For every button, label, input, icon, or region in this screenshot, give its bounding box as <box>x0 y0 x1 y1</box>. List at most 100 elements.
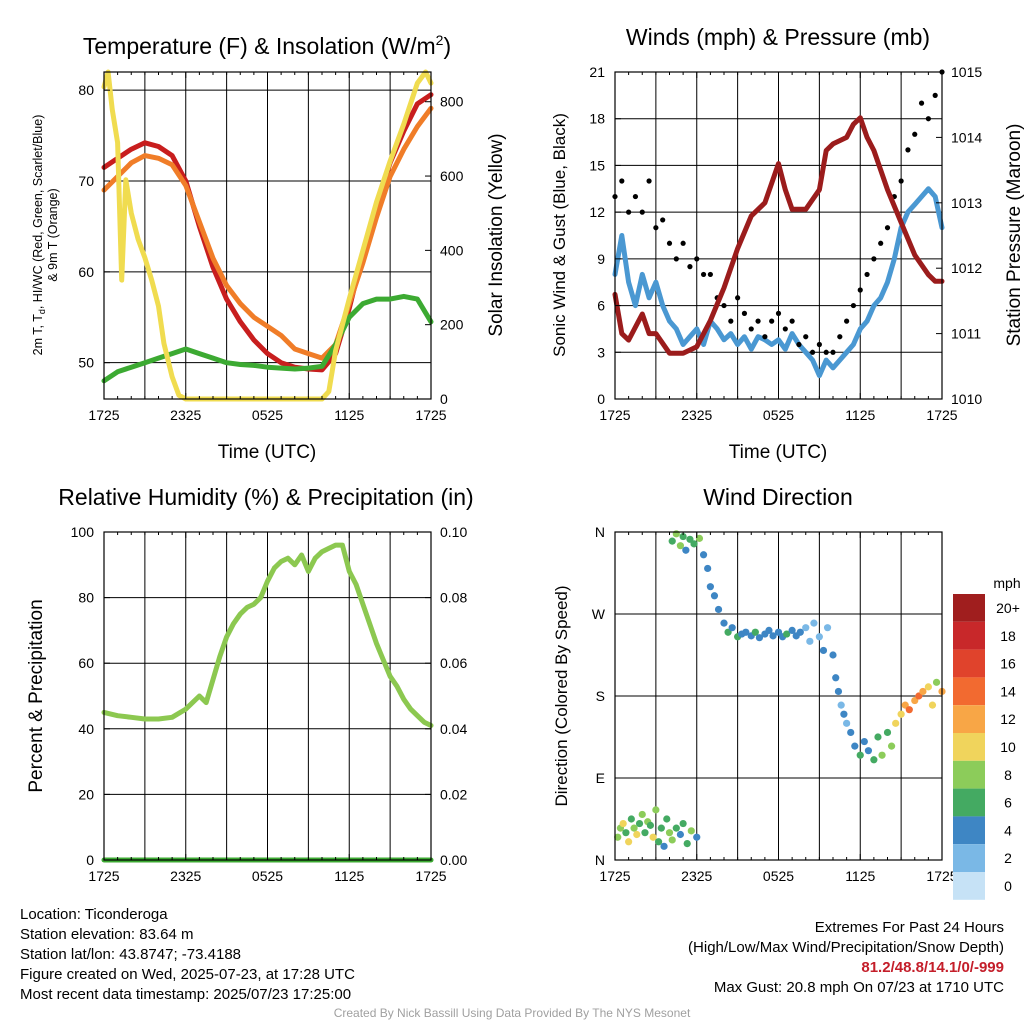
colorbar-label: 14 <box>1000 683 1016 699</box>
y-tick-label: 12 <box>589 204 605 220</box>
x-tick-label: 1725 <box>88 868 119 884</box>
direction-point <box>720 619 728 627</box>
gust-point <box>796 341 802 348</box>
max-gust: Max Gust: 20.8 mph On 07/23 at 1710 UTC <box>713 979 1004 996</box>
colorbar-swatch <box>953 733 985 761</box>
gust-point <box>707 271 713 278</box>
direction-point <box>815 633 823 641</box>
direction-point <box>676 542 685 550</box>
gust-point <box>809 349 816 355</box>
gust-point <box>871 256 877 262</box>
direction-point <box>905 706 913 714</box>
direction-point <box>851 742 859 750</box>
gust-point <box>646 178 652 184</box>
direction-point <box>649 833 657 841</box>
gust-point <box>837 334 843 340</box>
colorbar-swatch <box>953 705 985 733</box>
colorbar-swatch <box>953 872 985 900</box>
direction-point <box>829 651 837 659</box>
direction-point <box>919 687 927 696</box>
direction-point <box>693 833 701 841</box>
colorbar-label: 10 <box>1000 739 1016 755</box>
direction-point <box>802 624 810 632</box>
y-tick-label: 100 <box>71 524 95 540</box>
gust-point <box>741 310 748 316</box>
direction-point <box>699 551 708 559</box>
direction-point <box>843 719 851 727</box>
direction-point <box>834 687 843 696</box>
temp-panel-title: Temperature (F) & Insolation (W/m2) <box>83 32 451 59</box>
direction-point <box>864 747 873 755</box>
y-tick-label: 60 <box>78 264 94 280</box>
wind-ylabel-right: Station Pressure (Maroon) <box>1004 124 1024 347</box>
direction-point <box>665 829 674 837</box>
y-tick-label-right: 1012 <box>951 260 982 276</box>
direction-point <box>687 827 695 835</box>
direction-point <box>622 829 630 837</box>
colorbar-label: 8 <box>1004 767 1012 783</box>
series-line-2 <box>612 115 945 356</box>
direction-point <box>676 830 685 839</box>
y-tick-label: 50 <box>78 355 94 371</box>
direction-point <box>655 838 663 846</box>
y-tick-label-right: 1015 <box>951 64 982 80</box>
direction-point <box>769 632 777 640</box>
series-line-0 <box>612 186 945 379</box>
gust-point <box>626 209 632 215</box>
gust-point <box>932 92 938 98</box>
direction-point <box>806 637 814 645</box>
colorbar-label: 4 <box>1004 822 1012 838</box>
gust-point <box>823 349 829 355</box>
direction-point <box>706 583 714 591</box>
gust-point <box>830 349 836 355</box>
temp-ylabel-line2: & 9m T (Orange) <box>46 188 60 281</box>
y-tick-label: 15 <box>589 157 605 173</box>
direction-point <box>870 756 878 764</box>
direction-point <box>874 733 882 741</box>
x-tick-label: 1725 <box>415 868 446 884</box>
direction-point <box>627 815 635 823</box>
direction-point <box>663 815 671 823</box>
direction-point <box>856 751 864 759</box>
y-tick-label-right: 1011 <box>951 326 981 342</box>
x-tick-label: 0525 <box>763 407 794 423</box>
direction-point <box>695 534 704 542</box>
gust-point <box>619 178 625 184</box>
colorbar-swatch <box>953 649 985 678</box>
y-tick-label-right: 400 <box>440 242 464 258</box>
direction-point <box>641 829 649 837</box>
y-tick-label-right: 0.06 <box>440 655 467 671</box>
extremes-heading: Extremes For Past 24 Hours <box>814 919 1004 936</box>
station-latlon: Station lat/lon: 43.8747; -73.4188 <box>20 946 242 963</box>
colorbar-label: 20+ <box>996 600 1020 616</box>
y-tick-label: E <box>596 770 605 786</box>
gust-point <box>912 131 918 137</box>
station-elevation: Station elevation: 83.64 m <box>20 926 194 943</box>
x-tick-label: 2325 <box>170 407 201 423</box>
colorbar-swatch <box>953 621 985 650</box>
colorbar-swatch <box>953 760 985 789</box>
x-tick-label: 2325 <box>681 868 712 884</box>
temp-ylabel-line1: 2m T, Td, HI/WC (Red, Green, Scarlet/Blu… <box>31 115 47 356</box>
y-tick-label-right: 800 <box>440 94 464 110</box>
direction-point <box>892 719 900 727</box>
temp-xlabel: Time (UTC) <box>218 442 317 463</box>
direction-point <box>683 840 691 848</box>
colorbar: 20+ 18 16 14 12 10 8 6 4 2 0 <box>953 594 1020 900</box>
direction-point <box>819 646 828 655</box>
y-tick-label: 80 <box>78 590 94 606</box>
direction-point <box>638 810 646 819</box>
rh-panel-title: Relative Humidity (%) & Precipitation (i… <box>58 484 473 510</box>
direction-point <box>682 546 690 554</box>
direction-point <box>657 824 665 832</box>
gust-point <box>905 147 911 153</box>
x-tick-label: 1725 <box>926 868 957 884</box>
y-tick-label: 18 <box>589 111 605 127</box>
y-tick-label: 0 <box>86 852 94 868</box>
credit-line: Created By Nick Bassill Using Data Provi… <box>333 1006 691 1020</box>
colorbar-label: 6 <box>1004 795 1012 811</box>
gust-point <box>857 287 863 293</box>
y-tick-label: S <box>596 688 605 704</box>
direction-point <box>614 833 622 841</box>
